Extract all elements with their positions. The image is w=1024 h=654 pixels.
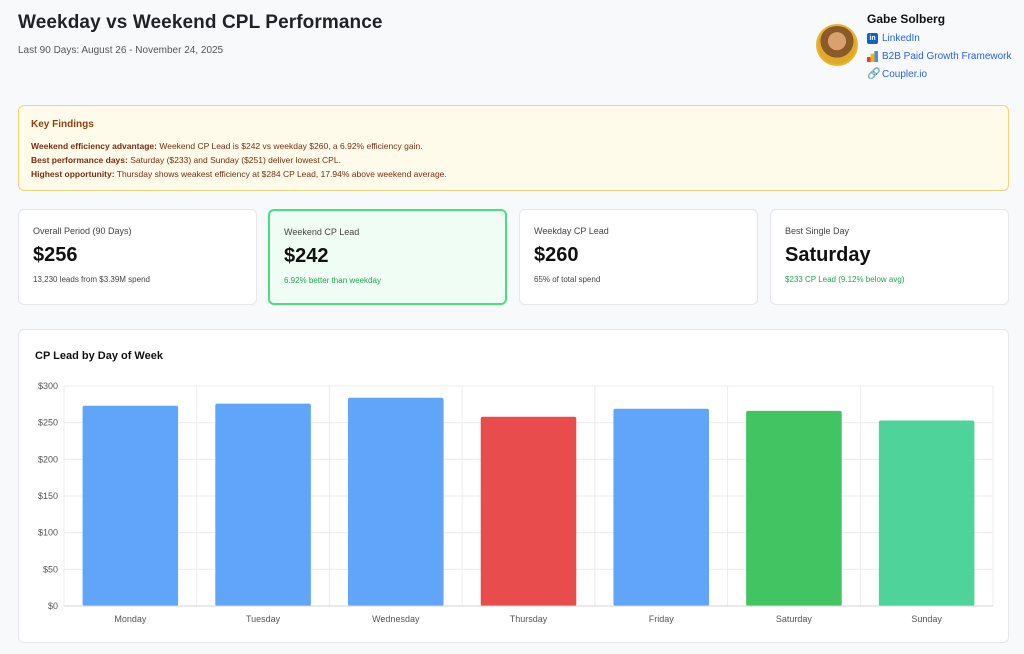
finding-label: Weekend efficiency advantage: [31,141,157,151]
finding-text: Saturday ($233) and Sunday ($251) delive… [127,155,341,165]
page-title: Weekday vs Weekend CPL Performance [18,12,383,33]
coupler-link[interactable]: 🔗 Coupler.io [867,68,928,81]
bar-monday [82,405,179,606]
card-value: $256 [33,244,78,266]
y-tick-label: $250 [38,418,58,428]
linkedin-icon: in [867,33,878,44]
framework-link-label: B2B Paid Growth Framework [882,51,1012,62]
bar-saturday [746,410,842,606]
finding-label: Highest opportunity: [31,169,115,179]
y-tick-label: $50 [43,564,58,574]
card-label: Weekend CP Lead [284,227,360,237]
bar-chart-icon [867,51,878,62]
card-value: Saturday [785,244,871,266]
chart-panel: CP Lead by Day of Week $0 $50 $100 $150 $200… [18,329,1009,643]
weekday-cp-lead-card: Weekday CP Lead $260 65% of total spend [519,209,758,305]
finding-item: Best performance days: Saturday ($233) a… [31,153,996,167]
avatar [816,24,858,66]
chart-title: CP Lead by Day of Week [35,350,163,362]
cpl-bar-chart: $0 $50 $100 $150 $200 $250 $300 Monday Tuesday We… [38,381,994,624]
bar-sunday [878,420,975,606]
overall-period-card: Overall Period (90 Days) $256 13,230 lea… [18,209,257,305]
author-block: Gabe Solberg in LinkedIn B2B Paid Growth… [816,12,1012,86]
card-value: $242 [284,245,329,267]
x-tick-label: Tuesday [246,614,281,624]
coupler-link-label: Coupler.io [882,69,928,80]
card-subtext: $233 CP Lead (9.12% below avg) [785,275,905,284]
finding-item: Highest opportunity: Thursday shows weak… [31,167,996,181]
finding-text: Weekend CP Lead is $242 vs weekday $260,… [156,141,423,151]
y-tick-label: $100 [38,528,58,538]
bar-wednesday [348,397,444,606]
x-tick-label: Sunday [911,614,942,624]
bar-tuesday [215,403,311,606]
card-value: $260 [534,244,579,266]
linkedin-link[interactable]: in LinkedIn [867,33,920,44]
card-subtext: 13,230 leads from $3.39M spend [33,275,150,284]
x-tick-label: Monday [114,614,147,624]
card-subtext: 65% of total spend [534,275,601,284]
card-label: Overall Period (90 Days) [33,226,132,236]
author-name: Gabe Solberg [867,12,946,26]
y-tick-label: $300 [38,381,58,391]
page-header: Weekday vs Weekend CPL Performance Last … [18,12,1012,92]
y-tick-label: $0 [48,601,58,611]
y-tick-label: $150 [38,491,58,501]
framework-link[interactable]: B2B Paid Growth Framework [867,51,1012,62]
finding-text: Thursday shows weakest efficiency at $28… [114,169,447,179]
best-single-day-card: Best Single Day Saturday $233 CP Lead (9… [770,209,1009,305]
x-tick-label: Thursday [510,614,548,624]
weekend-cp-lead-card: Weekend CP Lead $242 6.92% better than w… [268,209,507,305]
link-icon: 🔗 [867,68,881,80]
key-findings-panel: Key Findings Weekend efficiency advantag… [18,105,1009,191]
bar-thursday [480,416,577,606]
x-tick-label: Wednesday [372,614,420,624]
key-findings-title: Key Findings [31,119,94,130]
x-tick-label: Friday [649,614,675,624]
page-subtitle: Last 90 Days: August 26 - November 24, 2… [18,45,224,56]
card-subtext: 6.92% better than weekday [284,276,381,285]
linkedin-link-label: LinkedIn [882,33,920,44]
finding-item: Weekend efficiency advantage: Weekend CP… [31,139,996,153]
bar-friday [613,408,709,606]
y-tick-label: $200 [38,454,58,464]
card-label: Weekday CP Lead [534,226,609,236]
finding-label: Best performance days: [31,155,128,165]
x-tick-label: Saturday [776,614,813,624]
card-label: Best Single Day [785,226,850,236]
